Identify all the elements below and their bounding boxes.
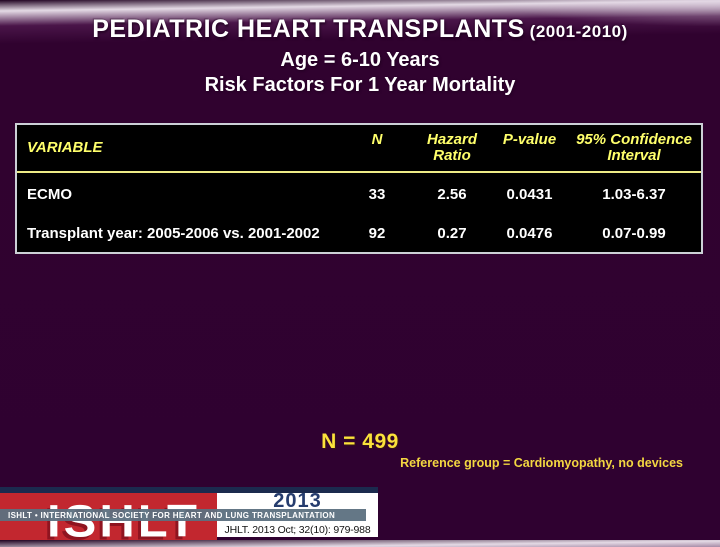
banner-navy-line <box>0 487 378 493</box>
row-hazard-ratio: 2.56 <box>437 185 467 203</box>
row-n: 92 <box>368 225 386 242</box>
row-n: 33 <box>368 185 386 203</box>
ishlt-society-stripe: ISHLT • INTERNATIONAL SOCIETY FOR HEART … <box>0 509 366 521</box>
table-row: Transplant year: 2005-2006 vs. 2001-2002… <box>17 215 701 252</box>
row-confidence-interval: 0.07-0.99 <box>602 225 666 242</box>
column-header-p-value: P-value <box>502 131 557 148</box>
column-header-confidence-interval: 95% Confidence Interval <box>576 131 692 164</box>
row-variable: Transplant year: 2005-2006 vs. 2001-2002 <box>27 225 320 242</box>
row-hazard-ratio: 0.27 <box>437 225 467 242</box>
reference-group-note: Reference group = Cardiomyopathy, no dev… <box>400 456 683 470</box>
column-header-n: N <box>371 131 383 148</box>
ishlt-banner: ISHLT 2013 JHLT. 2013 Oct; 32(10): 979-9… <box>0 487 378 546</box>
ishlt-logo-text: ISHLT <box>47 496 200 547</box>
slide-title-block: PEDIATRIC HEART TRANSPLANTS (2001-2010) … <box>0 14 720 98</box>
table-row: ECMO 33 2.56 0.0431 1.03-6.37 <box>17 173 701 215</box>
risk-factor-table: VARIABLE N Hazard Ratio P-value 95% Conf… <box>15 123 703 254</box>
subtitle-risk-factors: Risk Factors For 1 Year Mortality <box>204 74 516 96</box>
total-n-label: N = 499 <box>321 430 399 453</box>
subtitle-age-group: Age = 6-10 Years <box>280 49 440 71</box>
column-header-hazard-ratio: Hazard Ratio <box>426 131 478 164</box>
column-header-variable: VARIABLE <box>27 139 103 156</box>
row-confidence-interval: 1.03-6.37 <box>602 185 666 203</box>
page-title-text: PEDIATRIC HEART TRANSPLANTS <box>92 15 525 43</box>
table-header-row: VARIABLE N Hazard Ratio P-value 95% Conf… <box>17 125 701 173</box>
banner-year: 2013 <box>273 490 322 512</box>
journal-citation: JHLT. 2013 Oct; 32(10): 979-988 <box>224 524 371 536</box>
ishlt-society-stripe-text: ISHLT • INTERNATIONAL SOCIETY FOR HEART … <box>8 510 336 520</box>
page-title: PEDIATRIC HEART TRANSPLANTS (2001-2010) <box>0 14 720 48</box>
row-p-value: 0.0476 <box>506 225 553 242</box>
row-variable: ECMO <box>27 185 72 203</box>
row-p-value: 0.0431 <box>506 185 553 203</box>
page-title-years: (2001-2010) <box>529 22 628 41</box>
